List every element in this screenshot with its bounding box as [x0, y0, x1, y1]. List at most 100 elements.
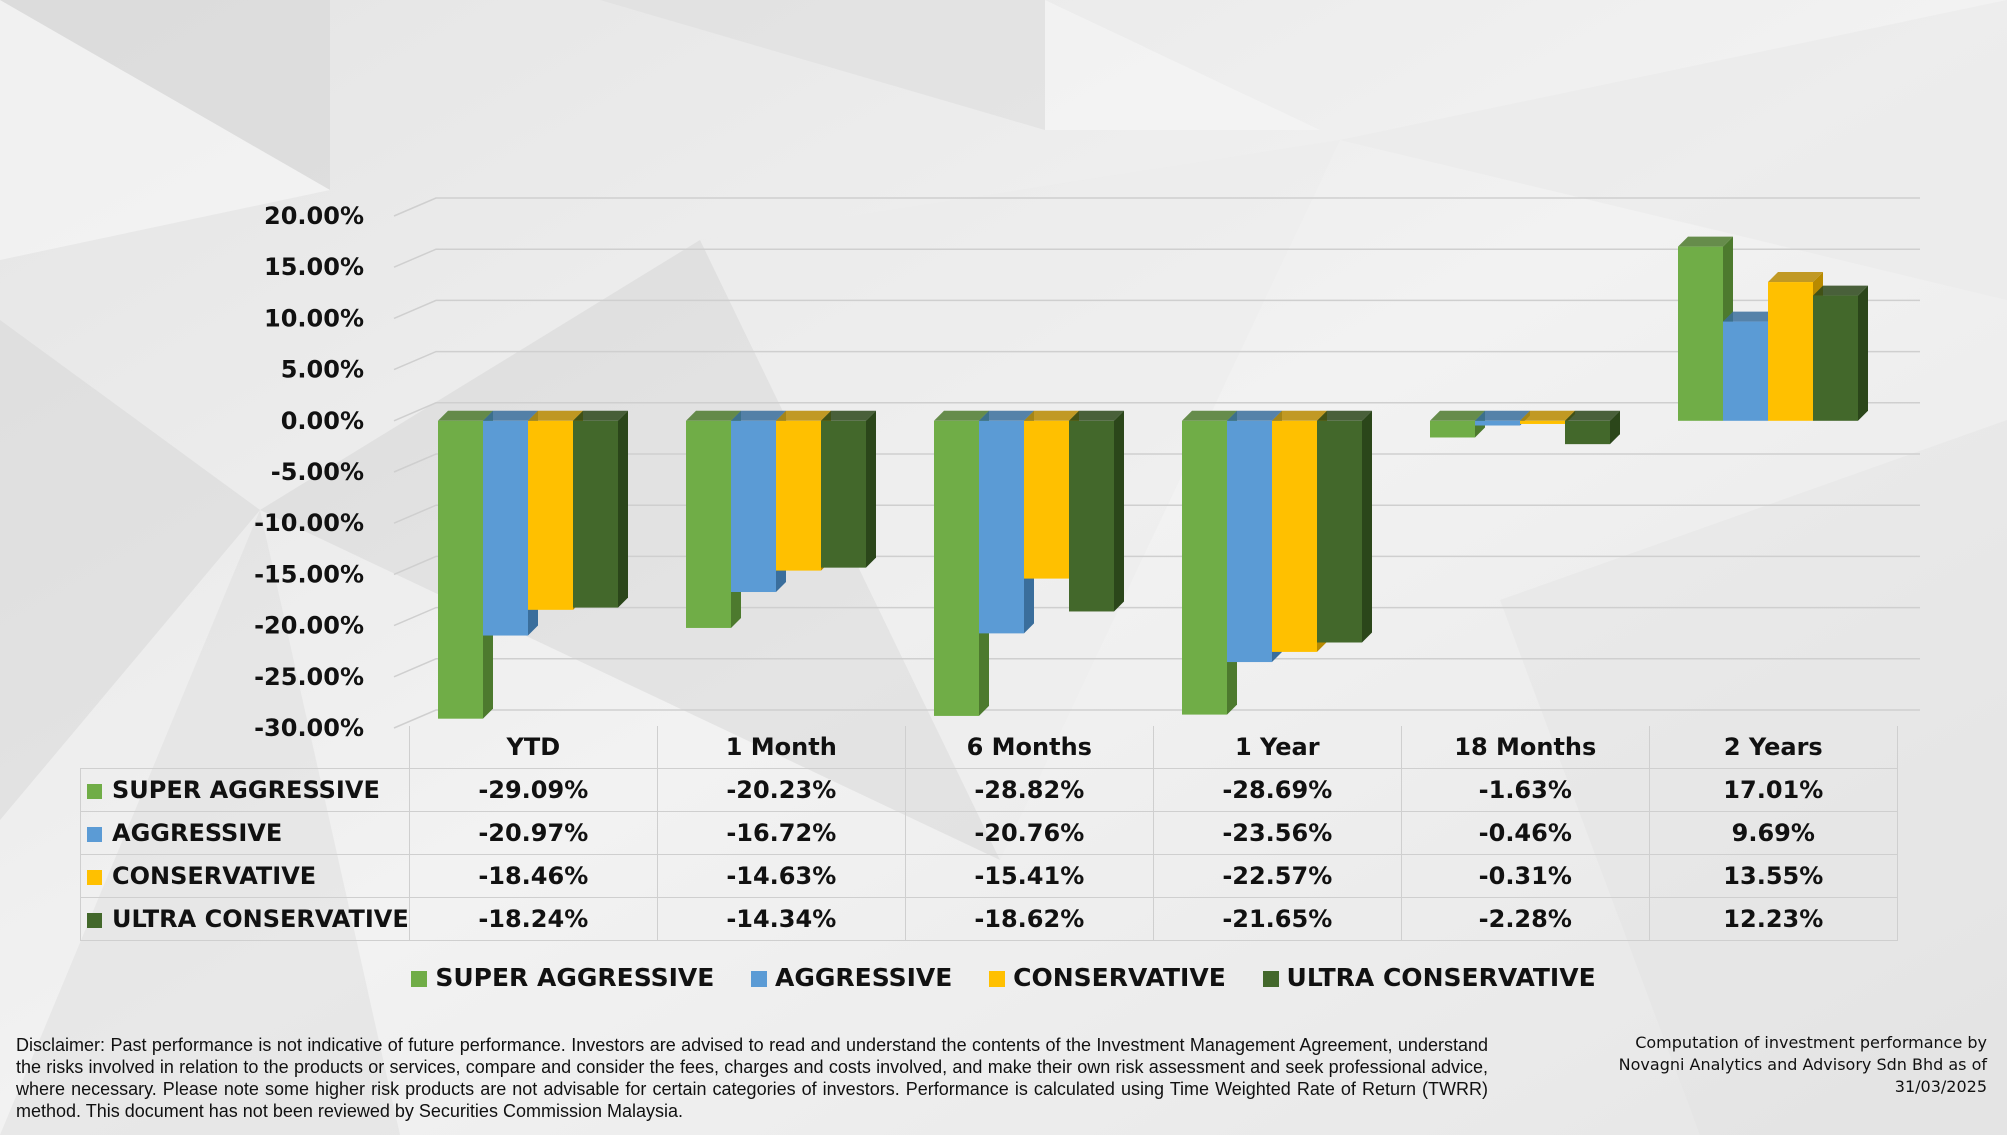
series-name: AGGRESSIVE	[112, 819, 283, 847]
legend-color-key	[989, 971, 1006, 987]
table-row: CONSERVATIVE -18.46% -14.63% -15.41% -22…	[80, 854, 1898, 898]
bar-top	[528, 410, 583, 421]
y-tick-label: 20.00%	[264, 202, 364, 230]
series-color-key	[87, 827, 102, 842]
legend-item-super-aggressive: SUPER AGGRESSIVE	[411, 963, 714, 992]
bar-front	[1678, 246, 1723, 421]
bar-front	[1430, 420, 1475, 438]
gridline	[393, 197, 1920, 217]
bar-top	[1813, 285, 1868, 296]
legend-item-aggressive: AGGRESSIVE	[751, 963, 952, 992]
data-cell: -14.63%	[656, 854, 906, 898]
y-tick-label: 15.00%	[264, 253, 364, 281]
bar-front	[686, 420, 731, 628]
bar-top	[1723, 311, 1778, 322]
data-cell: -20.97%	[408, 811, 658, 855]
y-tick-label: -5.00%	[271, 458, 364, 486]
data-cell: -16.72%	[656, 811, 906, 855]
y-tick-label: -30.00%	[254, 714, 364, 742]
bar-top	[438, 410, 493, 421]
bar-side	[1610, 410, 1620, 445]
bar-front	[731, 420, 776, 593]
bar	[573, 410, 628, 608]
bar-front	[1024, 420, 1069, 579]
bar-front	[1227, 420, 1272, 663]
data-cell: -22.57%	[1152, 854, 1402, 898]
gridline	[393, 658, 1920, 678]
data-cell: -23.56%	[1152, 811, 1402, 855]
legend: SUPER AGGRESSIVE AGGRESSIVE CONSERVATIVE…	[0, 963, 2007, 992]
data-cell: -18.24%	[408, 897, 658, 941]
legend-label: ULTRA CONSERVATIVE	[1286, 963, 1596, 992]
bar-front	[528, 420, 573, 610]
legend-color-key	[1262, 971, 1279, 987]
gridline	[393, 453, 1920, 473]
gridline	[393, 350, 1920, 371]
legend-color-key	[411, 971, 428, 987]
bar-front	[1475, 420, 1520, 426]
table-corner	[81, 726, 410, 769]
bar-top	[776, 410, 831, 421]
y-tick-label: -10.00%	[254, 509, 364, 537]
data-cell: 13.55%	[1648, 854, 1898, 898]
series-name: CONSERVATIVE	[112, 862, 317, 890]
data-cell: -20.23%	[656, 768, 906, 812]
bar-front	[438, 420, 483, 719]
bar-top	[483, 410, 538, 421]
bar-top	[686, 410, 741, 421]
bar-front	[1317, 420, 1362, 643]
series-row-label: SUPER AGGRESSIVE	[80, 768, 410, 812]
bar-front	[1723, 321, 1768, 421]
bar-top	[1430, 410, 1485, 421]
bar-front	[979, 420, 1024, 634]
bar-front	[1069, 420, 1114, 612]
data-cell: 9.69%	[1648, 811, 1898, 855]
bar	[1317, 410, 1372, 643]
gridline	[393, 606, 1920, 627]
bar-front	[776, 420, 821, 571]
series-row-label: ULTRA CONSERVATIVE	[80, 897, 410, 941]
gridline	[393, 709, 1920, 729]
bar-top	[573, 410, 628, 421]
data-table: YTD 1 Month 6 Months 1 Year 18 Months 2 …	[80, 726, 1898, 941]
bar-front	[934, 420, 979, 716]
y-tick-label: -25.00%	[254, 663, 364, 691]
bar-front	[1272, 420, 1317, 652]
bar	[1768, 272, 1823, 421]
bar-front	[821, 420, 866, 568]
legend-color-key	[751, 971, 768, 987]
bar-side	[1858, 285, 1868, 421]
bar	[1813, 285, 1868, 421]
bar-side	[1362, 410, 1372, 643]
data-cell: 12.23%	[1648, 897, 1898, 941]
category-label: 1 Month	[656, 726, 906, 769]
bar-top	[979, 410, 1034, 421]
bar-top	[1272, 410, 1327, 421]
category-label: 18 Months	[1400, 726, 1650, 769]
bar-top	[1475, 410, 1530, 421]
legend-label: CONSERVATIVE	[1013, 963, 1226, 992]
bar-top	[1024, 410, 1079, 421]
bar-side	[618, 410, 628, 608]
table-row: SUPER AGGRESSIVE -29.09% -20.23% -28.82%…	[80, 768, 1898, 812]
bar-front	[1813, 295, 1858, 421]
y-axis-ticks: 20.00% 15.00% 10.00% 5.00% 0.00% -5.00% -10.00…	[254, 202, 364, 742]
category-label: 1 Year	[1152, 726, 1402, 769]
data-cell: -15.41%	[904, 854, 1154, 898]
bar	[821, 410, 876, 568]
bar	[1069, 410, 1124, 612]
bar-front	[573, 420, 618, 608]
bar	[1565, 410, 1620, 445]
bar-top	[731, 410, 786, 421]
bars	[438, 236, 1868, 719]
data-cell: -18.62%	[904, 897, 1154, 941]
bar-top	[934, 410, 989, 421]
gridline	[393, 555, 1920, 576]
series-row-label: CONSERVATIVE	[80, 854, 410, 898]
disclaimer-text: Disclaimer: Past performance is not indi…	[16, 1035, 1488, 1121]
series-color-key	[87, 784, 102, 799]
y-tick-label: -20.00%	[254, 612, 364, 640]
table-row: ULTRA CONSERVATIVE -18.24% -14.34% -18.6…	[80, 897, 1898, 941]
bar-front	[1565, 420, 1610, 445]
